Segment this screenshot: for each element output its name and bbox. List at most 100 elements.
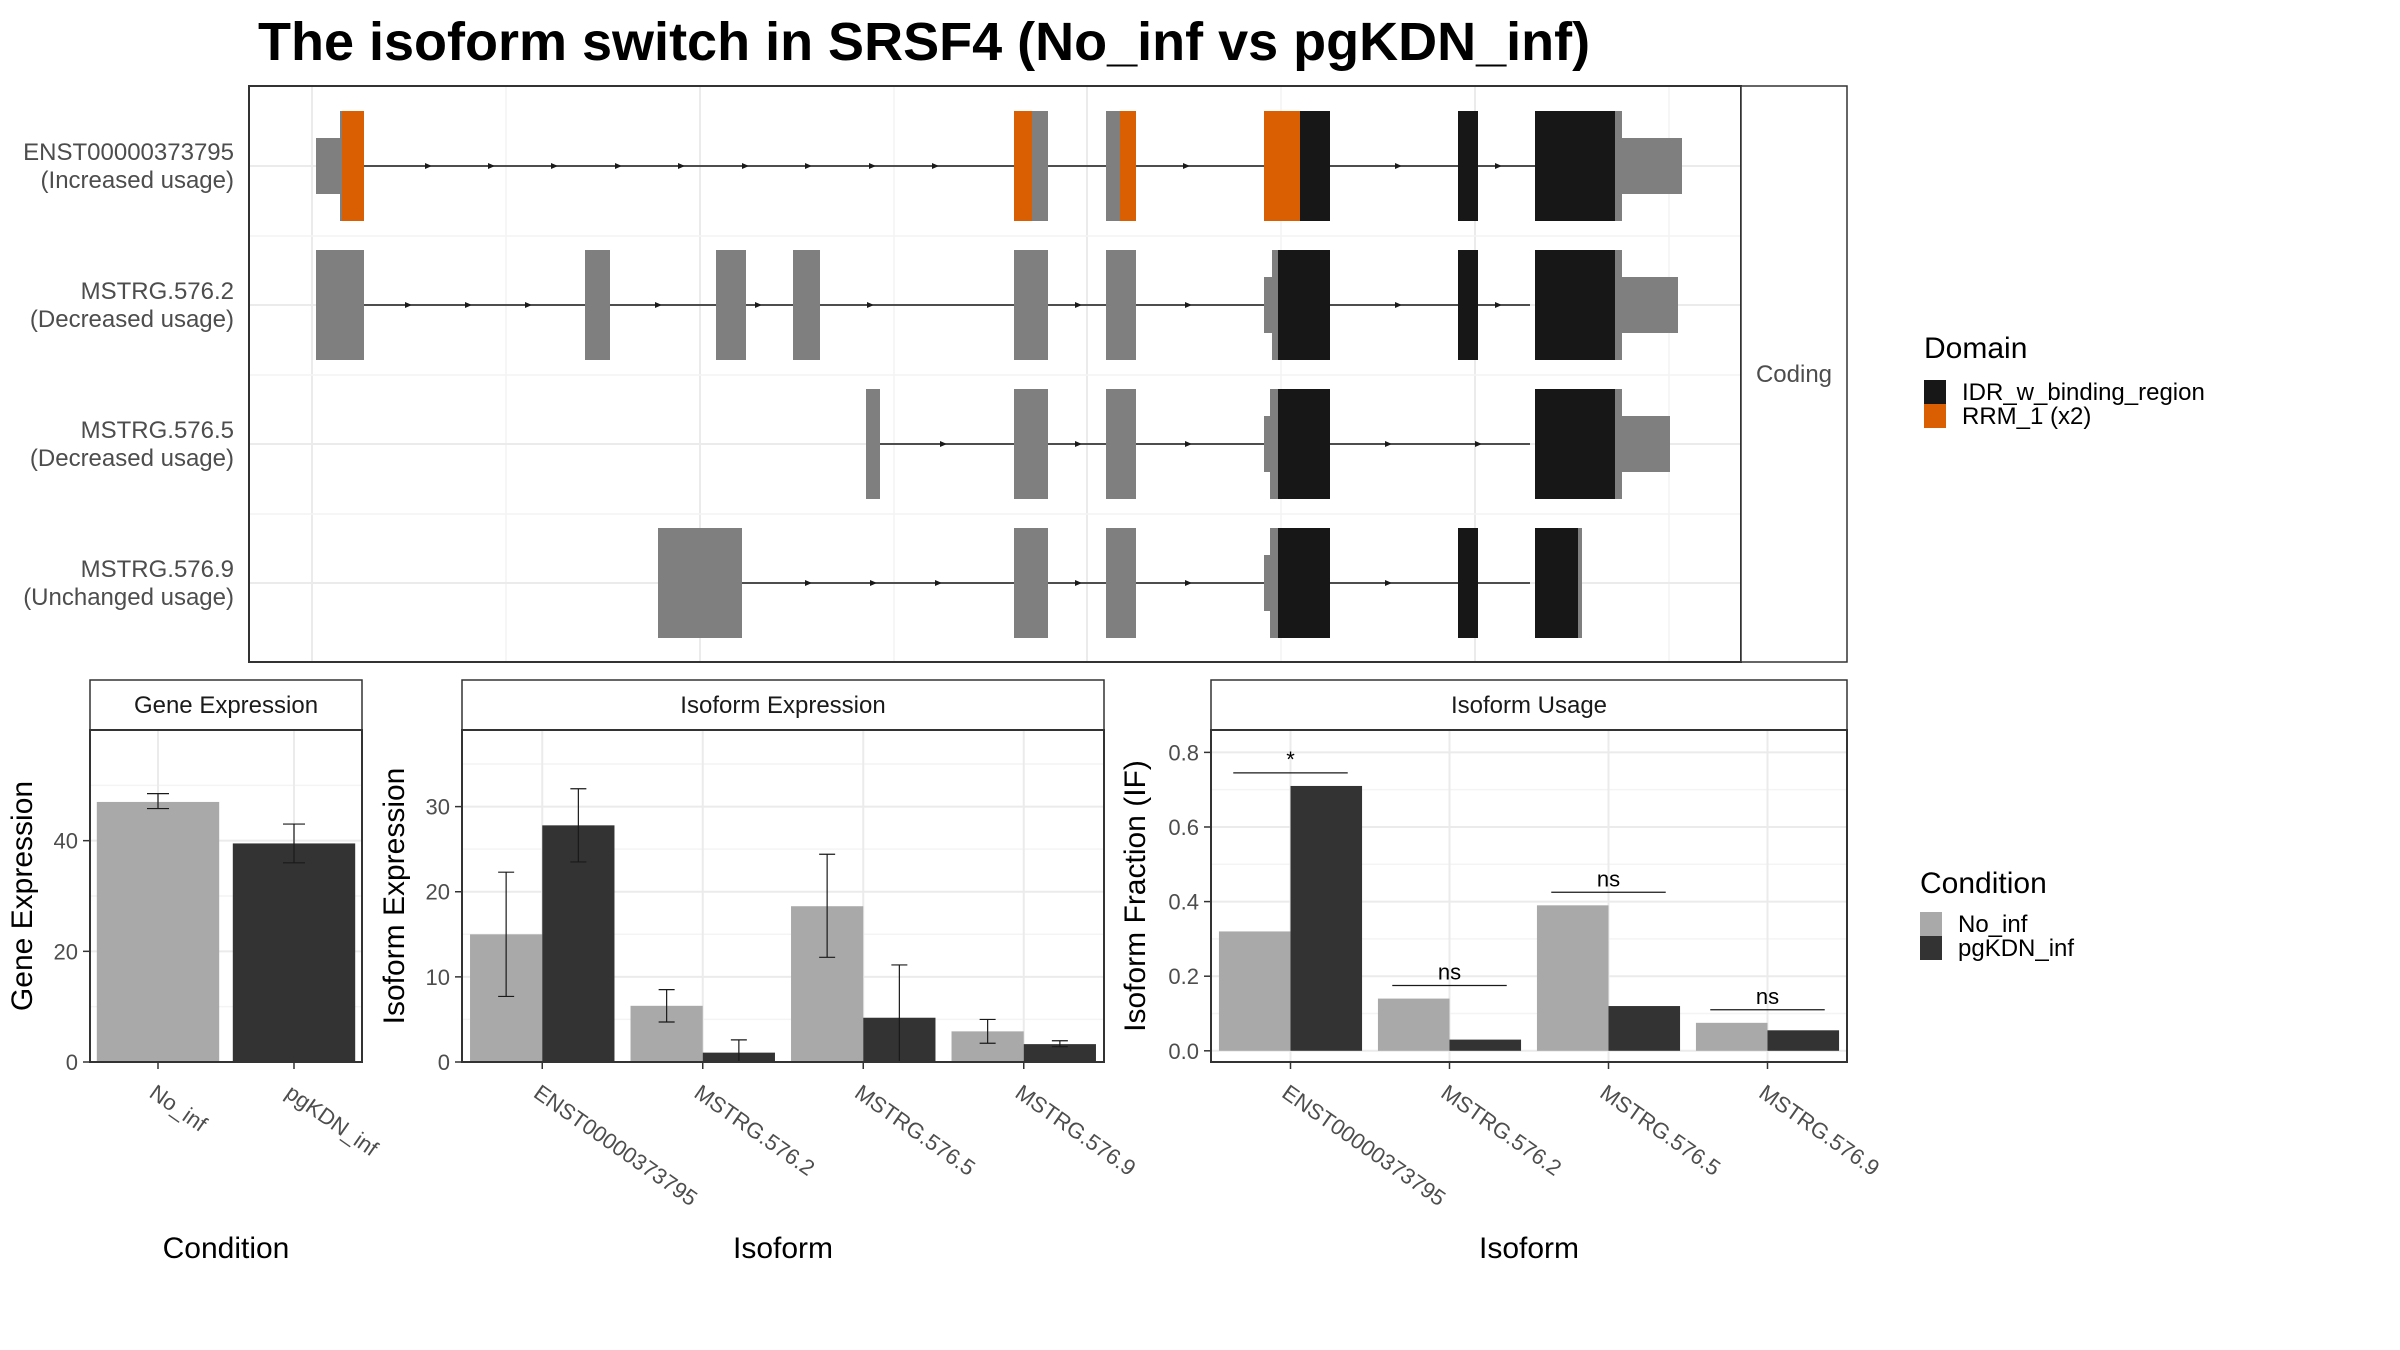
- exon-rrm-domain: [342, 111, 364, 221]
- transcript-model-4: [658, 528, 1582, 638]
- exon-utr: [316, 138, 340, 194]
- exon-noncoding: [793, 250, 820, 360]
- y-tick-label: 20: [426, 880, 450, 905]
- legend-label-pgkdn-inf: pgKDN_inf: [1958, 935, 2074, 962]
- significance-label: ns: [1438, 960, 1461, 985]
- intron-direction-arrow: [1495, 302, 1502, 308]
- y-tick-label: 0.2: [1168, 964, 1199, 989]
- intron-direction-arrow: [488, 163, 495, 169]
- intron-direction-arrow: [1495, 163, 1502, 169]
- exon-idr-domain: [1278, 528, 1330, 638]
- exon-utr: [1264, 277, 1272, 333]
- exon-utr: [1264, 416, 1270, 472]
- domain-legend-title: Domain: [1924, 332, 2027, 365]
- bar-no-inf: [1536, 905, 1609, 1051]
- exon-noncoding: [316, 250, 364, 360]
- significance-label: ns: [1597, 866, 1620, 891]
- intron-direction-arrow: [742, 163, 749, 169]
- panel-strip-title: Gene Expression: [134, 692, 318, 719]
- intron-direction-arrow: [870, 580, 877, 586]
- exon-noncoding: [1615, 250, 1622, 360]
- legend-label-idr: IDR_w_binding_region: [1962, 379, 2205, 406]
- x-tick-label: MSTRG.576.9: [1755, 1080, 1885, 1181]
- intron-direction-arrow: [867, 302, 874, 308]
- exon-noncoding: [1270, 389, 1278, 499]
- x-tick-label: MSTRG.576.2: [1437, 1080, 1567, 1181]
- intron-direction-arrow: [1385, 580, 1392, 586]
- exon-noncoding: [585, 250, 610, 360]
- y-tick-label: 30: [426, 795, 450, 820]
- intron-direction-arrow: [1185, 441, 1192, 447]
- exon-idr-domain: [1458, 528, 1478, 638]
- legend-label-rrm: RRM_1 (x2): [1962, 403, 2091, 430]
- intron-direction-arrow: [1185, 302, 1192, 308]
- intron-direction-arrow: [465, 302, 472, 308]
- legend-key-idr: [1924, 380, 1946, 404]
- intron-direction-arrow: [1075, 580, 1082, 586]
- exon-idr-domain: [1535, 389, 1615, 499]
- y-tick-label: 0.6: [1168, 815, 1199, 840]
- exon-noncoding: [1014, 389, 1048, 499]
- y-tick-label: 40: [54, 829, 78, 854]
- significance-label: ns: [1756, 984, 1779, 1009]
- bar-pgkdn-inf: [1767, 1030, 1840, 1051]
- exon-noncoding: [1272, 250, 1278, 360]
- domain-legend: Domain IDR_w_binding_region RRM_1 (x2): [1924, 332, 2205, 430]
- intron-direction-arrow: [1075, 441, 1082, 447]
- x-tick-label: MSTRG.576.5: [1596, 1080, 1726, 1181]
- bar-pgkdn-inf: [1023, 1044, 1096, 1062]
- legend-key-rrm: [1924, 404, 1946, 428]
- transcript-usage-label: (Unchanged usage): [23, 584, 234, 611]
- transcript-usage-label: (Decreased usage): [30, 445, 234, 472]
- condition-legend: Condition No_inf pgKDN_inf: [1920, 867, 2074, 962]
- x-tick-label: pgKDN_inf: [281, 1080, 383, 1162]
- exon-rrm-domain: [1120, 111, 1136, 221]
- gene-expression-chart: Gene Expression 0 20 40 No_inf pgKDN_inf Condi…: [6, 679, 383, 1265]
- intron-direction-arrow: [869, 163, 876, 169]
- x-tick-label: MSTRG.576.9: [1011, 1080, 1141, 1181]
- bar-pgkdn-inf: [1290, 785, 1363, 1051]
- exon-noncoding: [1106, 250, 1136, 360]
- y-tick-label: 0.4: [1168, 890, 1199, 915]
- y-axis-title: Gene Expression: [6, 781, 39, 1011]
- intron-direction-arrow: [755, 302, 762, 308]
- transcript-name-label: MSTRG.576.5: [81, 417, 234, 444]
- intron-direction-arrow: [678, 163, 685, 169]
- intron-direction-arrow: [940, 441, 947, 447]
- exon-noncoding: [1578, 528, 1582, 638]
- intron-direction-arrow: [1185, 580, 1192, 586]
- bar-no-inf: [96, 801, 220, 1062]
- structure-panel-bg: [249, 86, 1741, 662]
- transcript-usage-label: (Decreased usage): [30, 306, 234, 333]
- exon-idr-domain: [1278, 250, 1330, 360]
- intron-direction-arrow: [615, 163, 622, 169]
- exon-idr-domain: [1300, 111, 1330, 221]
- panel-border: [1210, 729, 1848, 1063]
- exon-utr: [1622, 138, 1682, 194]
- exon-noncoding: [1615, 389, 1622, 499]
- exon-noncoding: [866, 389, 880, 499]
- exon-utr: [1264, 555, 1270, 611]
- y-tick-label: 0: [66, 1050, 78, 1075]
- bar-pgkdn-inf: [542, 825, 615, 1062]
- exon-idr-domain: [1535, 111, 1615, 221]
- exon-noncoding: [1014, 250, 1048, 360]
- bar-no-inf: [1695, 1022, 1768, 1051]
- intron-direction-arrow: [1475, 441, 1482, 447]
- panel-border: [461, 729, 1105, 1063]
- transcript-structure-panel: Coding ENST00000373795(Increased usage) M…: [23, 85, 1848, 663]
- x-tick-label: No_inf: [145, 1080, 212, 1137]
- y-tick-label: 10: [426, 965, 450, 990]
- intron-direction-arrow: [525, 302, 532, 308]
- y-axis-title: Isoform Expression: [378, 768, 411, 1025]
- y-tick-label: 0.0: [1168, 1039, 1199, 1064]
- exon-rrm-domain: [1014, 111, 1032, 221]
- exon-idr-domain: [1535, 528, 1578, 638]
- exon-noncoding: [658, 528, 742, 638]
- intron-direction-arrow: [932, 163, 939, 169]
- exon-noncoding: [1014, 528, 1048, 638]
- transcript-labels: ENST00000373795(Increased usage) MSTRG.57…: [23, 139, 234, 611]
- exon-noncoding: [1270, 528, 1278, 638]
- panel-border: [89, 729, 363, 1063]
